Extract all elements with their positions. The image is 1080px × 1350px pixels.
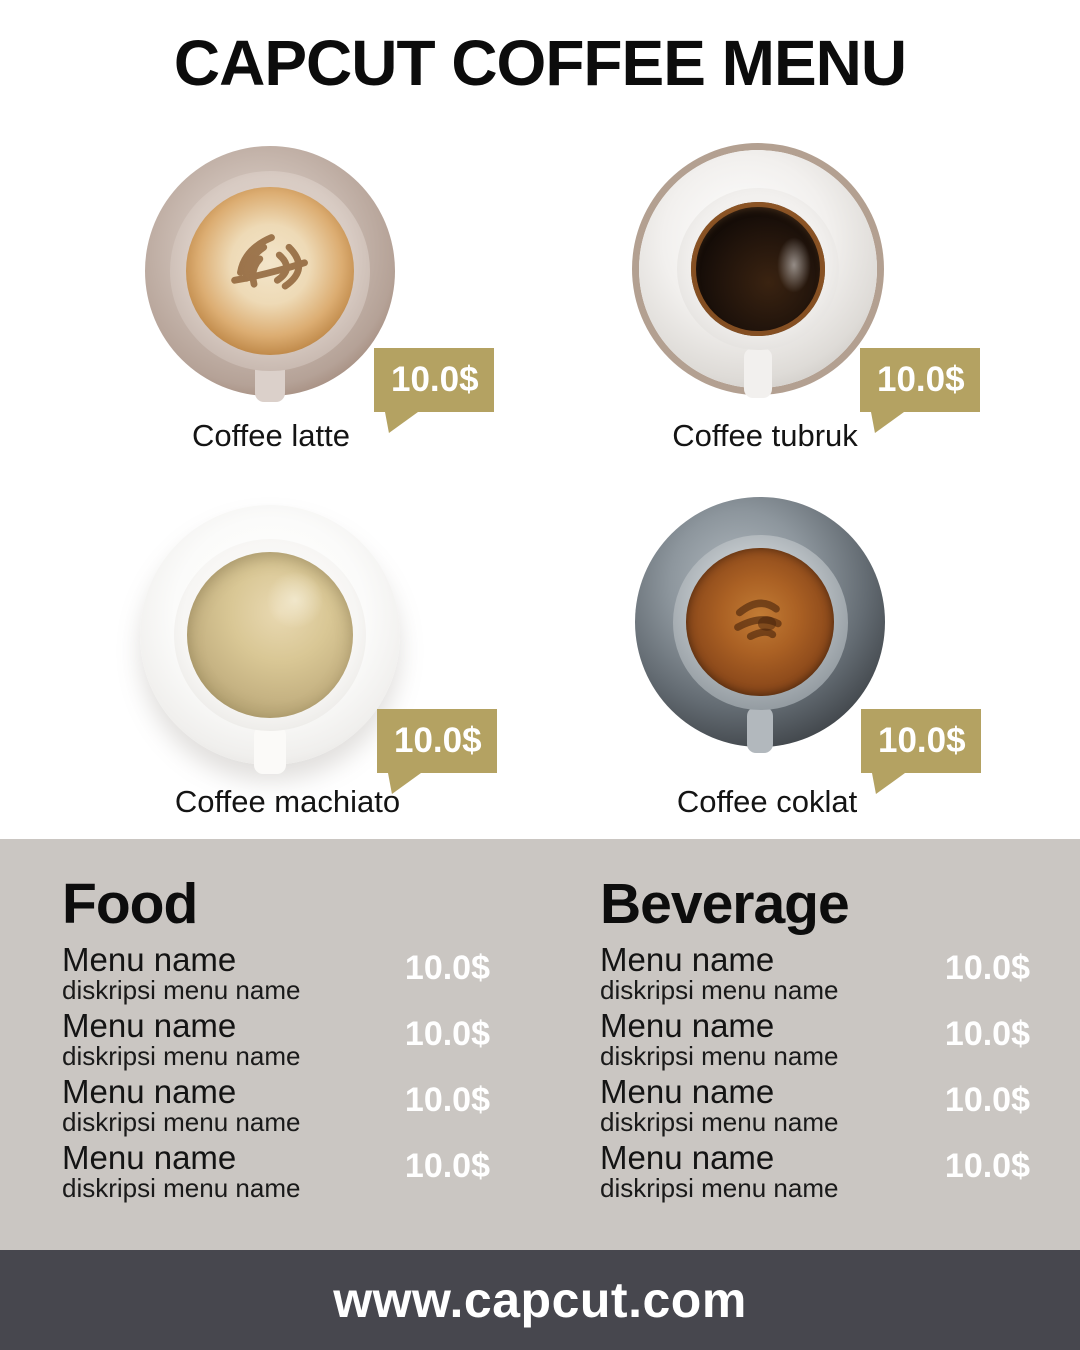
menu-item-price: 10.0$: [404, 1147, 490, 1186]
coffee-name-label: Coffee tubruk: [672, 418, 858, 453]
menu-item-row: Menu name diskripsi menu name 10.0$: [62, 1075, 490, 1136]
coffee-photo-tubruk: [639, 150, 877, 398]
menu-item-description: diskripsi menu name: [600, 1173, 839, 1204]
coffee-card-tubruk: 10.0$ Coffee tubruk: [630, 148, 990, 460]
coffee-name-label: Coffee machiato: [174, 784, 401, 819]
coffee-swirl-art-icon: [734, 600, 782, 641]
food-heading: Food: [62, 872, 198, 936]
menu-item-text: Menu name diskripsi menu name: [600, 1075, 838, 1136]
coffee-photo-latte: [145, 146, 395, 402]
page-title: CAPCUT COFFEE MENU: [173, 27, 907, 99]
menu-section: Food Menu name diskripsi menu name 10.0$…: [0, 839, 1080, 1250]
menu-item-text: Menu name diskripsi menu name: [600, 943, 838, 1004]
coffee-card-coklat: 10.0$ Coffee coklat: [630, 497, 990, 819]
price-tag: 10.0$: [861, 709, 981, 794]
menu-item-row: Menu name diskripsi menu name 10.0$: [600, 1075, 1030, 1136]
menu-item-row: Menu name diskripsi menu name 10.0$: [62, 943, 490, 1004]
menu-item-text: Menu name diskripsi menu name: [600, 1141, 838, 1202]
coffee-surface: [686, 548, 834, 696]
menu-item-name: Menu name: [62, 940, 237, 978]
menu-item-description: diskripsi menu name: [62, 974, 301, 1005]
footer: www.capcut.com: [0, 1250, 1080, 1350]
menu-item-row: Menu name diskripsi menu name 10.0$: [62, 1141, 490, 1202]
menu-item-text: Menu name diskripsi menu name: [62, 1075, 300, 1136]
coffee-surface: [186, 187, 354, 355]
price-text: 10.0$: [878, 721, 966, 760]
menu-item-price: 10.0$: [404, 948, 490, 987]
coffee-surface: [186, 551, 354, 719]
cup-handle: [747, 707, 773, 753]
menu-item-price: 10.0$: [944, 1081, 1030, 1120]
cup-handle: [254, 726, 286, 774]
price-text: 10.0$: [877, 360, 965, 399]
menu-item-text: Menu name diskripsi menu name: [600, 1009, 838, 1070]
coffee-surface: [691, 202, 825, 336]
menu-item-price: 10.0$: [944, 1147, 1030, 1186]
menu-item-name: Menu name: [62, 1007, 237, 1045]
menu-item-name: Menu name: [600, 1139, 775, 1177]
beverage-heading: Beverage: [600, 872, 850, 936]
beverage-column: Beverage Menu name diskripsi menu name 1…: [600, 872, 1030, 1250]
latte-art-fern-icon: [231, 234, 309, 290]
menu-item-description: diskripsi menu name: [62, 1040, 301, 1071]
menu-item-description: diskripsi menu name: [62, 1173, 301, 1204]
menu-item-row: Menu name diskripsi menu name 10.0$: [600, 943, 1030, 1004]
coffee-photo-coklat: [635, 497, 885, 753]
menu-item-text: Menu name diskripsi menu name: [62, 1009, 300, 1070]
menu-item-price: 10.0$: [944, 1015, 1030, 1054]
menu-item-description: diskripsi menu name: [600, 974, 839, 1005]
menu-item-name: Menu name: [600, 1073, 775, 1111]
menu-item-row: Menu name diskripsi menu name 10.0$: [600, 1009, 1030, 1070]
menu-item-name: Menu name: [600, 940, 775, 978]
food-column: Food Menu name diskripsi menu name 10.0$…: [62, 872, 490, 1250]
coffee-photo-machiato: [140, 505, 400, 774]
menu-item-row: Menu name diskripsi menu name 10.0$: [62, 1009, 490, 1070]
price-tag: 10.0$: [377, 709, 497, 794]
menu-item-name: Menu name: [62, 1073, 237, 1111]
menu-item-description: diskripsi menu name: [600, 1040, 839, 1071]
menu-item-text: Menu name diskripsi menu name: [62, 943, 300, 1004]
menu-item-price: 10.0$: [404, 1015, 490, 1054]
menu-item-price: 10.0$: [944, 948, 1030, 987]
coffee-name-label: Coffee latte: [192, 418, 350, 453]
price-text: 10.0$: [394, 721, 482, 760]
menu-item-price: 10.0$: [404, 1081, 490, 1120]
menu-item-row: Menu name diskripsi menu name 10.0$: [600, 1141, 1030, 1202]
menu-item-description: diskripsi menu name: [62, 1106, 301, 1137]
website-url: www.capcut.com: [333, 1272, 747, 1328]
coffee-card-machiato: 10.0$ Coffee machiato: [135, 505, 500, 819]
cup-handle: [744, 347, 772, 398]
coffee-card-latte: 10.0$ Coffee latte: [140, 145, 500, 460]
price-tag: 10.0$: [860, 348, 980, 433]
menu-item-text: Menu name diskripsi menu name: [62, 1141, 300, 1202]
price-text: 10.0$: [391, 360, 479, 399]
coffee-name-label: Coffee coklat: [676, 784, 858, 819]
menu-item-name: Menu name: [62, 1139, 237, 1177]
menu-item-name: Menu name: [600, 1007, 775, 1045]
menu-item-description: diskripsi menu name: [600, 1106, 839, 1137]
price-tag: 10.0$: [374, 348, 494, 433]
